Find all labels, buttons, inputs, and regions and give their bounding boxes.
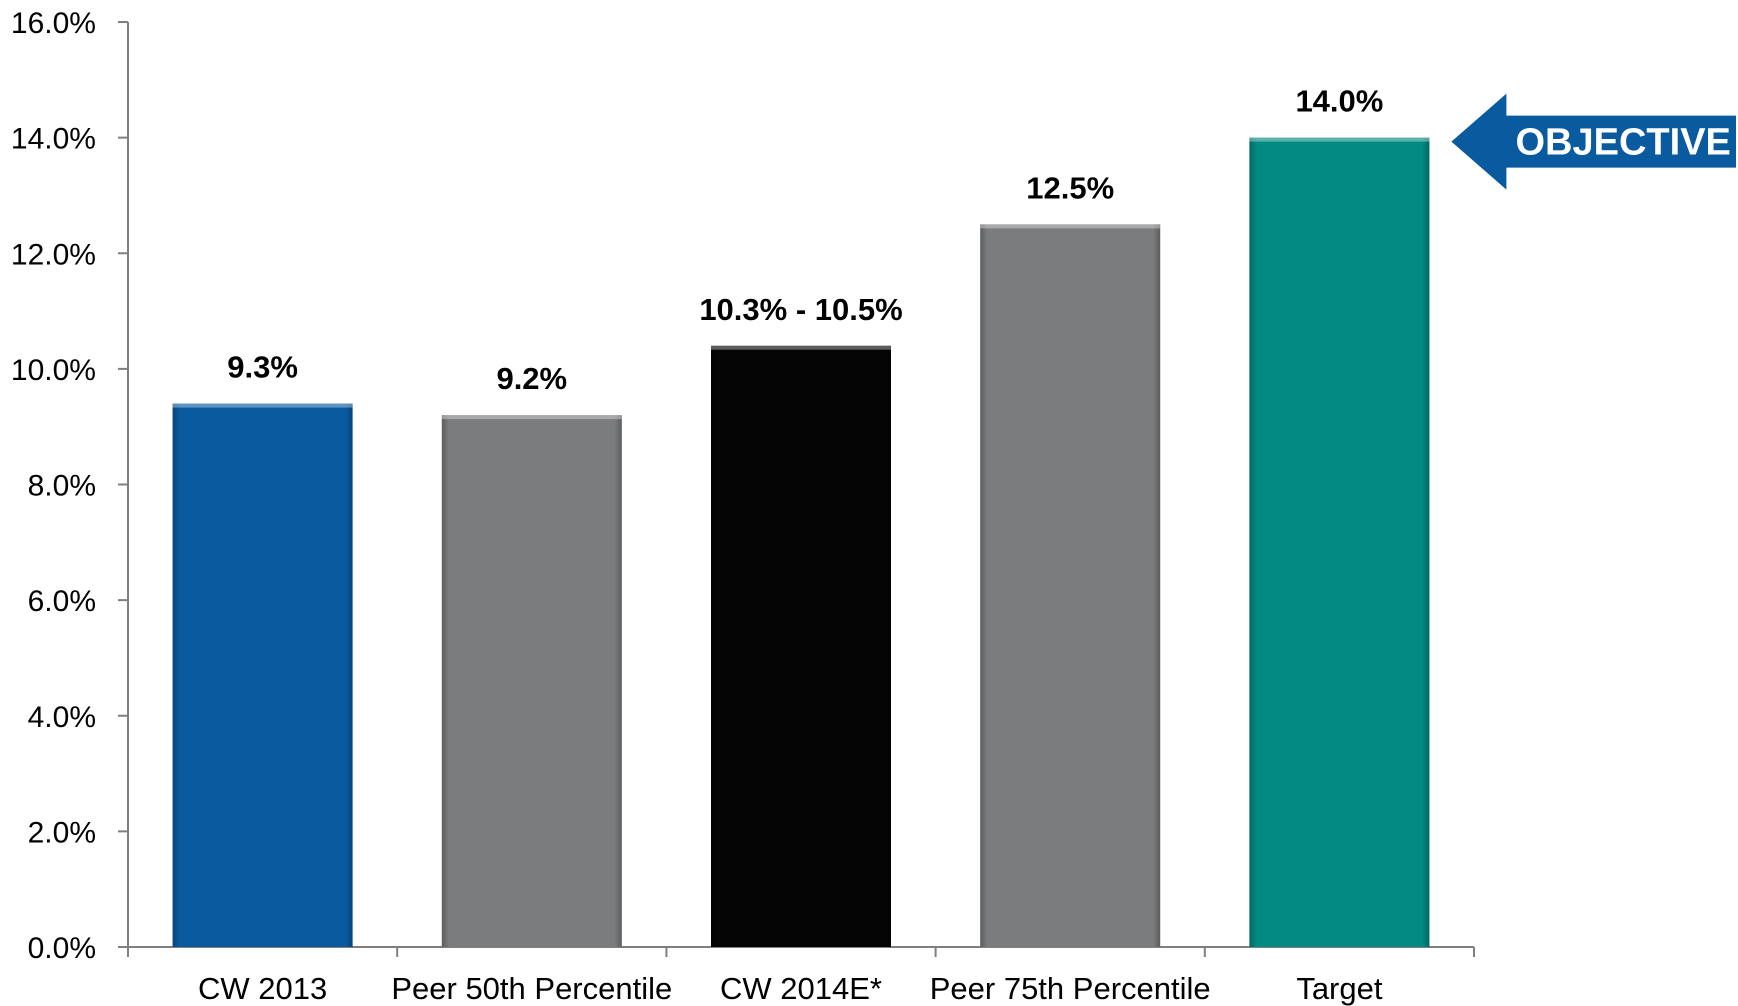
x-category-label: CW 2013 <box>198 971 327 1006</box>
objective-arrow <box>1451 93 1736 190</box>
data-label: 9.2% <box>496 361 567 396</box>
bar-shade <box>711 345 891 947</box>
bar-highlight <box>980 224 1161 229</box>
data-label: 9.3% <box>227 350 298 385</box>
data-label: 14.0% <box>1295 84 1383 119</box>
y-tick-label: 14.0% <box>11 123 96 156</box>
objective-callout: OBJECTIVE <box>1451 93 1736 190</box>
y-tick-label: 12.0% <box>11 238 96 271</box>
bar-highlight <box>172 403 353 408</box>
y-tick-label: 8.0% <box>28 470 96 503</box>
bar-highlight <box>711 345 891 350</box>
x-category-label: CW 2014E* <box>720 971 882 1006</box>
bar <box>441 415 622 947</box>
bar-shade <box>441 415 622 947</box>
data-label: 10.3% - 10.5% <box>699 292 902 327</box>
bar <box>980 224 1161 947</box>
y-tick-label: 0.0% <box>28 932 96 965</box>
data-label: 12.5% <box>1026 170 1114 205</box>
bar-shade <box>172 403 353 947</box>
y-tick-label: 16.0% <box>11 7 96 40</box>
bar-shade <box>980 224 1161 947</box>
x-axis: CW 2013 Peer 50th Percentile CW 2014E* Peer… <box>127 946 1475 1006</box>
data-labels: 9.3% 9.2% 10.3% - 10.5% 12.5% 14.0% <box>227 84 1383 397</box>
bar-highlight <box>441 415 622 420</box>
bar-highlight <box>1249 137 1430 142</box>
y-tick-label: 2.0% <box>28 816 96 849</box>
x-category-label: Peer 75th Percentile <box>930 971 1211 1006</box>
bar <box>172 403 353 947</box>
bar <box>1249 137 1430 947</box>
y-tick-label: 4.0% <box>28 701 96 734</box>
bar-shade <box>1249 137 1430 947</box>
x-category-label: Peer 50th Percentile <box>391 971 672 1006</box>
bar <box>711 345 891 947</box>
y-axis: 0.0% 2.0% 4.0% 6.0% 8.0% 10.0% 12.0% 14.0% 16.0% <box>11 7 129 965</box>
y-tick-label: 6.0% <box>28 585 96 618</box>
objective-label: OBJECTIVE <box>1516 122 1731 164</box>
bars <box>172 137 1430 947</box>
x-category-label: Target <box>1296 971 1383 1006</box>
y-tick-label: 10.0% <box>11 354 96 387</box>
